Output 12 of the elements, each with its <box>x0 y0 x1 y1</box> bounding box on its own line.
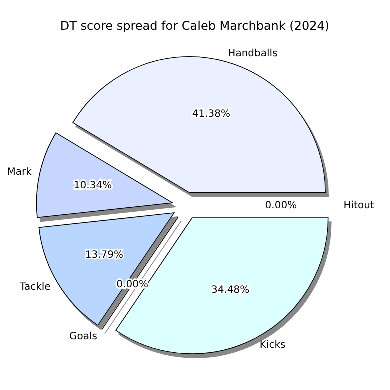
category-label: Goals <box>69 331 98 342</box>
data-label: 13.79% <box>85 250 124 261</box>
slice-label: Mark <box>7 166 32 178</box>
data-label: 41.38% <box>192 109 231 120</box>
text: 0.00% <box>265 200 298 212</box>
slice-label: Tackle <box>19 282 51 294</box>
slice-label: Handballs <box>228 48 278 60</box>
chart-title: DT score spread for Caleb Marchbank (2024) <box>60 19 330 33</box>
data-label: 34.48% <box>212 284 250 296</box>
data-label: 10.34% <box>74 180 112 192</box>
category-label: Hitout <box>344 200 374 212</box>
slice-label: Kicks <box>260 340 286 352</box>
